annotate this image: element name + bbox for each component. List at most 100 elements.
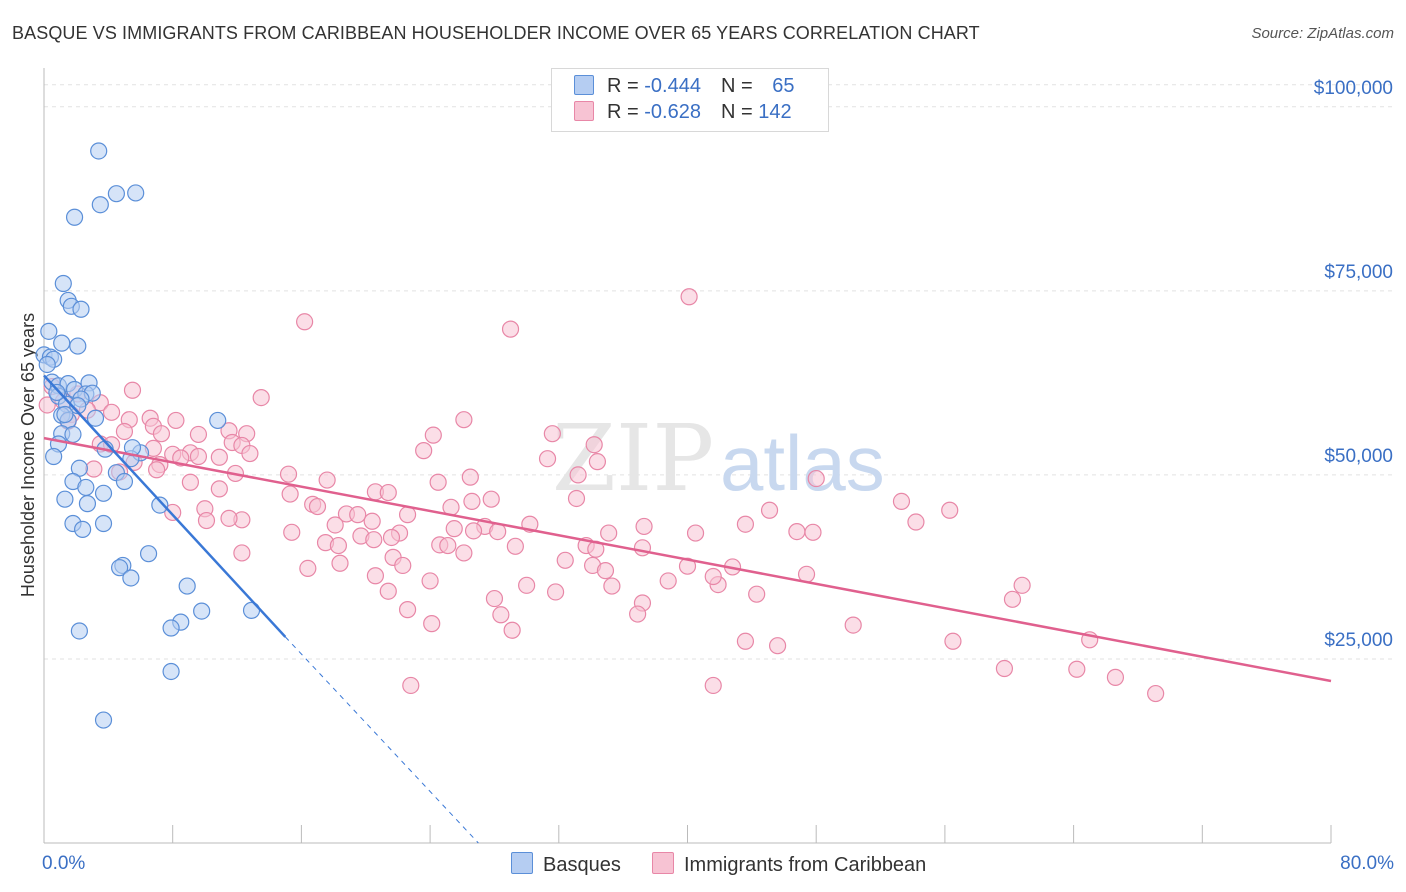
caribbean-point bbox=[85, 460, 103, 478]
basque-point bbox=[90, 142, 108, 160]
caribbean-point bbox=[482, 490, 500, 508]
legend-label-basques: Basques bbox=[543, 854, 621, 876]
caribbean-point bbox=[197, 511, 216, 530]
caribbean-point bbox=[308, 497, 327, 516]
basque-point bbox=[69, 337, 87, 355]
caribbean-point bbox=[365, 531, 383, 549]
series-basque-points bbox=[35, 142, 261, 729]
caribbean-point bbox=[704, 676, 722, 695]
basque-point bbox=[127, 184, 145, 202]
caribbean-point bbox=[844, 616, 862, 634]
caribbean-point bbox=[366, 567, 385, 585]
caribbean-point bbox=[423, 615, 441, 633]
caribbean-point bbox=[804, 523, 822, 541]
caribbean-point bbox=[299, 559, 317, 578]
chart-title: BASQUE VS IMMIGRANTS FROM CARIBBEAN HOUS… bbox=[12, 23, 980, 43]
caribbean-point bbox=[415, 442, 433, 460]
basque-point bbox=[40, 322, 58, 340]
basque-point bbox=[72, 300, 90, 318]
legend-row-caribbean: R = -0.628 N = 142 bbox=[574, 101, 792, 127]
caribbean-point bbox=[152, 425, 171, 443]
basque-point bbox=[209, 411, 227, 430]
caribbean-point bbox=[892, 492, 911, 511]
y-tick-labels: $25,000 $50,000 $75,000 $100,000 bbox=[1314, 78, 1393, 651]
caribbean-point bbox=[424, 426, 442, 444]
caribbean-point bbox=[220, 509, 238, 527]
caribbean-point bbox=[181, 473, 199, 491]
y-tick-label: $100,000 bbox=[1314, 78, 1393, 99]
caribbean-point bbox=[995, 659, 1014, 678]
y-tick-label: $25,000 bbox=[1324, 630, 1393, 651]
basque-point bbox=[162, 662, 180, 681]
caribbean-point bbox=[281, 485, 299, 503]
basque-point bbox=[70, 622, 88, 640]
y-tick-label: $50,000 bbox=[1324, 446, 1393, 467]
caribbean-point bbox=[585, 436, 603, 454]
basque-point bbox=[86, 409, 105, 427]
caribbean-point bbox=[596, 562, 615, 580]
caribbean-point bbox=[1013, 576, 1031, 594]
caribbean-point bbox=[296, 313, 314, 331]
basque-point bbox=[53, 334, 71, 352]
caribbean-point bbox=[1003, 590, 1022, 608]
caribbean-point bbox=[503, 621, 521, 639]
caribbean-point bbox=[463, 492, 481, 511]
basque-point bbox=[77, 478, 95, 497]
caribbean-r-label: R = bbox=[607, 101, 645, 123]
caribbean-point bbox=[600, 524, 618, 542]
caribbean-point bbox=[189, 425, 208, 444]
caribbean-point bbox=[252, 389, 270, 407]
caribbean-point bbox=[748, 585, 766, 603]
basque-point bbox=[54, 274, 72, 293]
caribbean-point bbox=[445, 520, 463, 538]
basque-point bbox=[122, 569, 140, 587]
caribbean-swatch-icon bbox=[574, 101, 594, 121]
caribbean-point bbox=[569, 466, 587, 484]
caribbean-point bbox=[115, 422, 134, 441]
caribbean-point bbox=[210, 448, 228, 466]
caribbean-point bbox=[538, 450, 557, 468]
caribbean-point bbox=[736, 515, 755, 533]
caribbean-point bbox=[164, 503, 182, 522]
legend-label-caribbean: Immigrants from Caribbean bbox=[684, 854, 927, 876]
caribbean-point bbox=[394, 556, 412, 575]
caribbean-point bbox=[363, 512, 381, 530]
basque-point bbox=[162, 619, 180, 637]
caribbean-point bbox=[1068, 660, 1086, 678]
axes bbox=[43, 68, 1332, 844]
correlation-legend: R = -0.444 N = 65 R = -0.628 N = 142 bbox=[551, 68, 829, 132]
caribbean-point bbox=[807, 469, 825, 488]
caribbean-point bbox=[189, 447, 208, 466]
basque-point bbox=[94, 514, 113, 533]
basque-point bbox=[65, 208, 84, 226]
caribbean-point bbox=[38, 396, 56, 414]
caribbean-point bbox=[329, 536, 348, 555]
basque-point bbox=[178, 577, 196, 595]
caribbean-point bbox=[501, 320, 520, 338]
caribbean-point bbox=[492, 606, 510, 624]
basque-point bbox=[56, 490, 74, 508]
caribbean-point bbox=[543, 425, 561, 443]
caribbean-point bbox=[283, 523, 301, 541]
caribbean-point bbox=[686, 524, 705, 542]
basque-n-value: 65 bbox=[772, 75, 795, 97]
basque-point bbox=[115, 472, 134, 491]
y-axis-label: Householder Income Over 65 years bbox=[18, 313, 38, 597]
basque-point bbox=[193, 602, 211, 620]
basque-r-label: R = bbox=[607, 75, 645, 97]
caribbean-point bbox=[518, 576, 536, 594]
caribbean-point bbox=[439, 536, 457, 555]
caribbean-point bbox=[461, 468, 479, 486]
basque-point bbox=[38, 355, 56, 374]
caribbean-point bbox=[455, 411, 473, 429]
basque-point bbox=[45, 447, 63, 466]
caribbean-point bbox=[398, 601, 417, 619]
basque-point bbox=[91, 196, 109, 214]
caribbean-point bbox=[429, 473, 447, 491]
basque-trend-line bbox=[43, 374, 287, 638]
caribbean-point bbox=[382, 528, 401, 547]
caribbean-point bbox=[241, 444, 259, 463]
basque-point bbox=[151, 496, 169, 514]
basque-point bbox=[56, 405, 74, 424]
caribbean-point bbox=[167, 411, 185, 430]
